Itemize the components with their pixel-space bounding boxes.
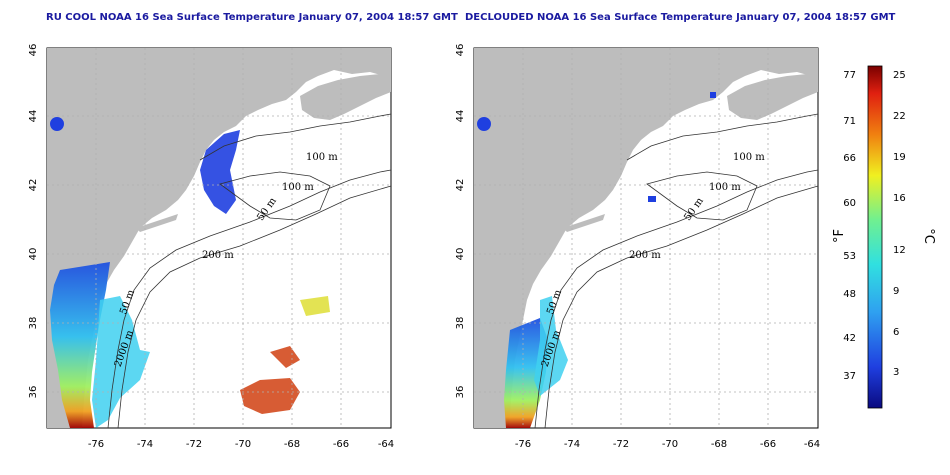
celsius-tick: 6 bbox=[893, 327, 899, 338]
y-tick-label: 38 bbox=[28, 317, 39, 330]
celsius-tick: 9 bbox=[893, 286, 899, 297]
isobath-label: 200 m bbox=[629, 250, 661, 261]
y-tick-label: 40 bbox=[455, 248, 466, 261]
gulf-stream-patch-2 bbox=[270, 346, 300, 368]
y-tick-label: 46 bbox=[28, 44, 39, 57]
gulf-maine-sst bbox=[200, 130, 240, 214]
nova-scotia bbox=[727, 74, 818, 120]
shelf-sst-band bbox=[92, 296, 150, 428]
right-grid bbox=[474, 48, 818, 428]
lake-sst bbox=[50, 117, 64, 131]
fahrenheit-tick: 66 bbox=[843, 153, 856, 164]
land-mass bbox=[47, 48, 391, 428]
small-sst-patch bbox=[710, 92, 716, 98]
right-map: 100 m 100 m 50 m 200 m 50 m 2000 m -76 -… bbox=[455, 44, 820, 450]
x-tick-label: -76 bbox=[88, 439, 104, 450]
y-tick-label: 42 bbox=[455, 179, 466, 192]
isobath-label: 100 m bbox=[282, 182, 314, 193]
y-tick-label: 46 bbox=[455, 44, 466, 57]
shelf-sst-band bbox=[534, 296, 568, 396]
x-tick-label: -68 bbox=[711, 439, 727, 450]
y-tick-label: 44 bbox=[455, 110, 466, 123]
fahrenheit-tick: 77 bbox=[843, 70, 856, 81]
land-mass bbox=[474, 48, 818, 428]
fahrenheit-tick: 53 bbox=[843, 251, 856, 262]
y-tick-label: 44 bbox=[28, 110, 39, 123]
right-map-title: DECLOUDED NOAA 16 Sea Surface Temperatur… bbox=[465, 12, 896, 23]
celsius-tick: 22 bbox=[893, 111, 906, 122]
gulf-stream-patch bbox=[240, 378, 300, 414]
temperature-colorbar: 77 71 66 60 53 48 42 37 25 22 19 16 12 9… bbox=[832, 65, 936, 409]
isobath-label: 200 m bbox=[202, 250, 234, 261]
x-tick-label: -64 bbox=[804, 439, 820, 450]
y-tick-label: 36 bbox=[455, 386, 466, 399]
left-map-title: RU COOL NOAA 16 Sea Surface Temperature … bbox=[46, 12, 458, 23]
x-tick-label: -66 bbox=[760, 439, 776, 450]
x-tick-label: -68 bbox=[284, 439, 300, 450]
left-map: 100 m 100 m 50 m 200 m 50 m 2000 m -76 -… bbox=[28, 44, 394, 450]
long-island bbox=[136, 214, 178, 232]
isobath-label: 100 m bbox=[709, 182, 741, 193]
x-tick-label: -72 bbox=[613, 439, 629, 450]
fahrenheit-tick: 71 bbox=[843, 116, 856, 127]
left-y-axis: 36 38 40 42 44 46 bbox=[28, 44, 39, 399]
fahrenheit-tick: 37 bbox=[843, 371, 856, 382]
x-tick-label: -74 bbox=[564, 439, 580, 450]
x-tick-label: -64 bbox=[378, 439, 394, 450]
x-tick-label: -72 bbox=[186, 439, 202, 450]
colorbar-gradient bbox=[867, 65, 883, 409]
right-y-axis: 36 38 40 42 44 46 bbox=[455, 44, 466, 399]
fahrenheit-tick: 42 bbox=[843, 333, 856, 344]
right-x-axis: -76 -74 -72 -70 -68 -66 -64 bbox=[515, 439, 820, 450]
celsius-tick: 19 bbox=[893, 152, 906, 163]
celsius-tick: 25 bbox=[893, 70, 906, 81]
small-sst-patch bbox=[648, 196, 656, 202]
warm-patch bbox=[300, 296, 330, 316]
y-tick-label: 40 bbox=[28, 248, 39, 261]
x-tick-label: -66 bbox=[333, 439, 349, 450]
x-tick-label: -70 bbox=[235, 439, 251, 450]
isobath-label: 100 m bbox=[733, 152, 765, 163]
left-x-axis: -76 -74 -72 -70 -68 -66 -64 bbox=[88, 439, 394, 450]
celsius-tick: 12 bbox=[893, 245, 906, 256]
celsius-unit-label: °C bbox=[921, 228, 936, 244]
long-island bbox=[563, 214, 605, 232]
coastal-sst-band bbox=[504, 318, 548, 428]
fahrenheit-unit-label: °F bbox=[832, 229, 847, 243]
y-tick-label: 36 bbox=[28, 386, 39, 399]
right-isobaths bbox=[534, 113, 819, 429]
celsius-tick: 16 bbox=[893, 193, 906, 204]
x-tick-label: -74 bbox=[137, 439, 153, 450]
coastal-sst-band bbox=[50, 262, 110, 428]
isobath-label: 100 m bbox=[306, 152, 338, 163]
y-tick-label: 42 bbox=[28, 179, 39, 192]
y-tick-label: 38 bbox=[455, 317, 466, 330]
fahrenheit-tick: 48 bbox=[843, 289, 856, 300]
left-grid bbox=[47, 48, 391, 428]
x-tick-label: -70 bbox=[662, 439, 678, 450]
left-isobaths bbox=[107, 113, 392, 429]
celsius-tick: 3 bbox=[893, 367, 899, 378]
nova-scotia bbox=[300, 74, 391, 120]
x-tick-label: -76 bbox=[515, 439, 531, 450]
lake-sst bbox=[477, 117, 491, 131]
fahrenheit-tick: 60 bbox=[843, 198, 856, 209]
